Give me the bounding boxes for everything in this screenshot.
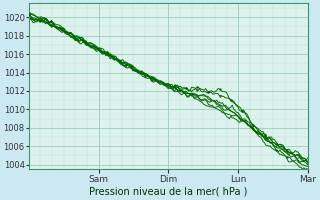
X-axis label: Pression niveau de la mer( hPa ): Pression niveau de la mer( hPa ) [89,187,248,197]
